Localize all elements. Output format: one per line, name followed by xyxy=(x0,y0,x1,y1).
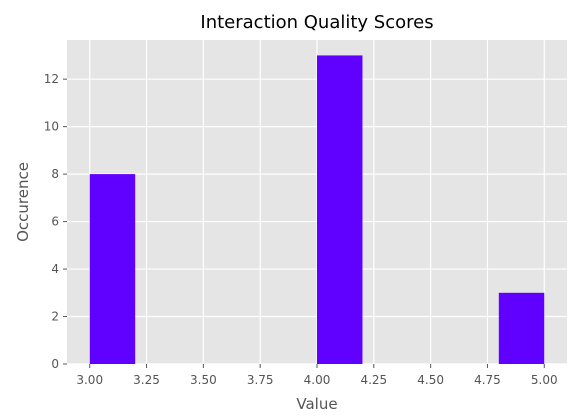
y-axis-label: Occurence xyxy=(14,162,32,242)
histogram-bar xyxy=(317,55,363,365)
y-tick-label: 0 xyxy=(51,357,59,371)
y-tick-label: 8 xyxy=(51,167,59,181)
x-tick-label: 3.25 xyxy=(133,373,160,387)
y-axis-ticks: 0 2 4 6 8 10 12 xyxy=(44,72,67,371)
y-tick-label: 4 xyxy=(51,262,59,276)
histogram-bar xyxy=(498,292,545,364)
x-tick-label: 5.00 xyxy=(531,373,558,387)
y-tick-label: 6 xyxy=(51,215,59,229)
y-tick-label: 10 xyxy=(44,120,59,134)
x-tick-label: 3.50 xyxy=(190,373,217,387)
x-tick-label: 4.25 xyxy=(360,373,387,387)
x-tick-label: 3.00 xyxy=(76,373,103,387)
y-tick-label: 12 xyxy=(44,72,59,86)
bars xyxy=(89,55,545,365)
histogram-bar xyxy=(89,174,136,364)
x-tick-label: 4.75 xyxy=(474,373,501,387)
x-tick-label: 4.00 xyxy=(304,373,331,387)
x-tick-label: 3.75 xyxy=(247,373,274,387)
y-tick-label: 2 xyxy=(51,310,59,324)
x-axis-label: Value xyxy=(296,395,337,413)
x-tick-label: 4.50 xyxy=(417,373,444,387)
x-axis-ticks: 3.00 3.25 3.50 3.75 4.00 4.25 4.50 4.75 5.00 xyxy=(76,364,558,387)
chart-title: Interaction Quality Scores xyxy=(200,12,433,33)
